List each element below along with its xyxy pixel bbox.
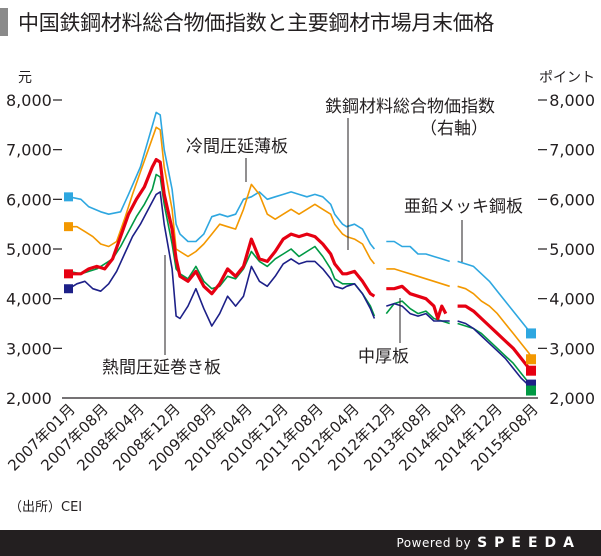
right-tick-label: 5,000 [549, 240, 595, 259]
series-line-medium_plate [68, 173, 376, 317]
left-tick-label: 8,000 [6, 91, 52, 110]
annotation-composite-index-axis-note: （右軸） [420, 119, 488, 139]
series-line-composite_index [386, 284, 448, 321]
series-line-hot_rolled [386, 302, 450, 322]
left-tick-label: 7,000 [6, 141, 52, 160]
series-line-galvanized [386, 240, 450, 263]
right-tick-label: 6,000 [549, 190, 595, 209]
chart-title: 中国鉄鋼材料総合物価指数と主要鋼材市場月末価格 [18, 11, 495, 35]
series-line-medium_plate [385, 300, 450, 325]
series-layer [68, 111, 534, 391]
series-line-hot_rolled [457, 320, 534, 389]
source-note: （出所）CEI [9, 500, 83, 515]
left-tick-label: 2,000 [6, 389, 52, 408]
annotation-hot-rolled: 熱間圧延巻き板 [102, 358, 221, 378]
right-tick-label: 8,000 [549, 91, 595, 110]
end-marker-cold_rolled [526, 354, 536, 365]
right-tick-label: 7,000 [549, 141, 595, 160]
series-line-cold_rolled [457, 285, 534, 360]
title-accent-bar [0, 8, 8, 36]
right-axis-unit: ポイント [539, 70, 595, 86]
powered-by: Powered by SPEEDA [397, 535, 582, 551]
start-marker-hot_rolled [64, 284, 73, 294]
left-axis-unit: 元 [18, 70, 32, 86]
left-tick-label: 5,000 [6, 240, 52, 259]
end-marker-composite_index [526, 365, 536, 376]
series-line-cold_rolled [69, 126, 376, 265]
start-marker-composite_index [64, 269, 73, 279]
series-line-galvanized [68, 111, 376, 250]
right-tick-label: 3,000 [549, 339, 595, 358]
start-marker-cold_rolled [64, 222, 73, 232]
end-marker-medium_plate [526, 385, 536, 396]
series-line-hot_rolled [68, 191, 376, 327]
powered-by-text: Powered by [396, 536, 472, 550]
axes-layer: 2,000 2,000 3,000 3,000 4,000 4,000 5,000 5,000… [4, 70, 595, 475]
end-marker-galvanized [526, 328, 536, 339]
footer-bar: Powered by SPEEDA [0, 530, 601, 556]
right-tick-label: 2,000 [549, 389, 595, 408]
annotation-composite-index: 鉄鋼材料総合物価指数 [325, 97, 495, 117]
brand-logo: SPEEDA [477, 535, 581, 551]
annotation-galvanized: 亜鉛メッキ鋼板 [404, 197, 523, 217]
annotation-cold-rolled: 冷間圧延薄板 [186, 137, 288, 157]
series-line-composite_index [457, 304, 534, 373]
start-marker-galvanized [64, 192, 73, 202]
right-tick-label: 4,000 [549, 290, 595, 309]
left-tick-label: 3,000 [6, 339, 52, 358]
marker-layer [64, 192, 536, 396]
series-line-galvanized [457, 260, 534, 335]
end-marker-hot_rolled [526, 379, 536, 390]
annotation-medium-plate: 中厚板 [358, 347, 409, 367]
title-bar: 中国鉄鋼材料総合物価指数と主要鋼材市場月末価格 [0, 6, 601, 40]
series-line-cold_rolled [386, 268, 450, 288]
left-tick-label: 6,000 [6, 190, 52, 209]
series-line-composite_index [69, 158, 376, 298]
left-tick-label: 4,000 [6, 290, 52, 309]
